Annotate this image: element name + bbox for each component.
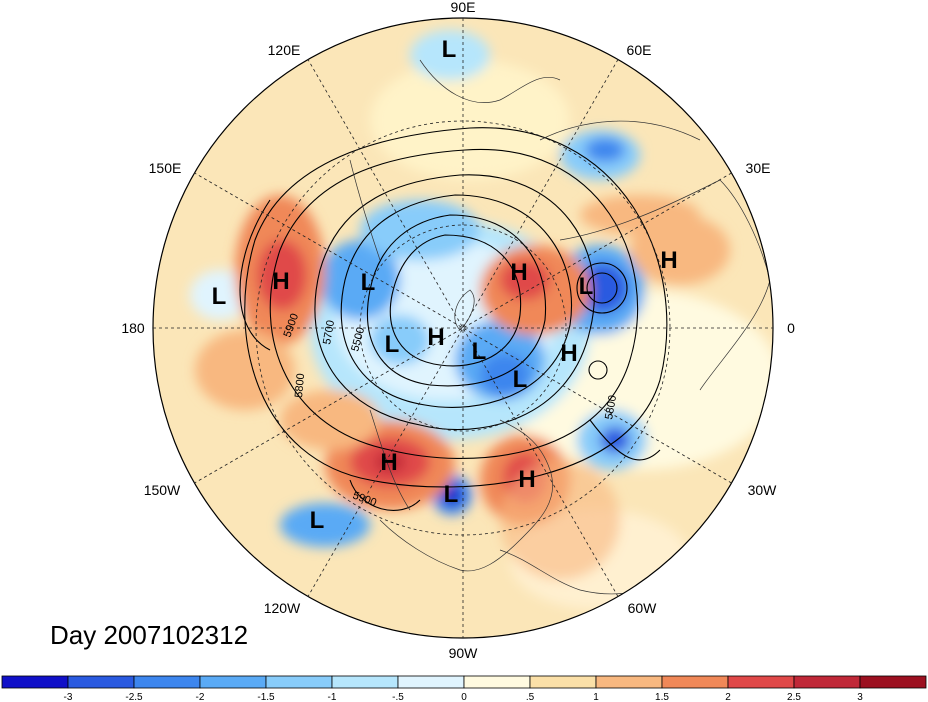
colorbar-box: [67, 675, 135, 689]
contour-label: 5800: [603, 394, 619, 420]
lon-label-60e: 60E: [627, 42, 652, 58]
pressure-center-high: H: [427, 324, 444, 351]
colorbar-box: [199, 675, 267, 689]
colorbar-tick-label: 3: [857, 692, 863, 702]
pressure-center-high: H: [510, 259, 527, 286]
colorbar-box: [727, 675, 795, 689]
colorbar-tick-label: 1: [593, 692, 599, 702]
colorbar-tick-label: -3: [64, 692, 73, 702]
lon-label-90e: 90E: [451, 0, 476, 15]
lon-label-120w: 120W: [264, 600, 301, 616]
colorbar-box: [463, 675, 531, 689]
colorbar-box: [661, 675, 729, 689]
lon-label-150e: 150E: [149, 160, 182, 176]
lon-label-60w: 60W: [628, 600, 658, 616]
colorbar-tick-label: -.5: [392, 692, 404, 702]
pressure-center-high: H: [518, 466, 535, 493]
contour-label: 5700: [321, 319, 337, 345]
anomaly-field: [153, 18, 773, 638]
lon-label-30w: 30W: [748, 482, 778, 498]
colorbar-tick-label: -2: [196, 692, 205, 702]
colorbar-tick-label: 2.5: [787, 692, 801, 702]
pressure-center-high: H: [380, 449, 397, 476]
lon-label-150w: 150W: [144, 482, 181, 498]
lon-label-120e: 120E: [268, 42, 301, 58]
lon-label-90w: 90W: [449, 645, 479, 661]
colorbar-box: [1, 675, 69, 689]
pressure-centers: L H L L H L H L H L L H H L H L: [212, 36, 678, 534]
colorbar-tick-label: -2.5: [125, 692, 143, 702]
colorbar-box: [397, 675, 465, 689]
colorbar-boxes: [1, 675, 927, 689]
colorbar-box: [859, 675, 927, 689]
colorbar-box: [331, 675, 399, 689]
colorbar-tick-label: 1.5: [655, 692, 669, 702]
pressure-center-low: L: [579, 273, 594, 300]
pressure-center-low: L: [385, 331, 400, 358]
pressure-center-high: H: [660, 247, 677, 274]
pressure-center-low: L: [310, 507, 325, 534]
pressure-center-low: L: [361, 269, 376, 296]
graticule: [153, 18, 773, 638]
colorbar-tick-label: 0: [461, 692, 467, 702]
contour-label: 5800: [293, 373, 307, 398]
pressure-center-low: L: [444, 481, 459, 508]
colorbar-box: [265, 675, 333, 689]
pressure-center-low: L: [442, 36, 457, 63]
longitude-labels: 90E 60E 30E 0 30W 60W 90W 120W 150W 180 …: [121, 0, 795, 661]
pressure-center-low: L: [212, 283, 227, 310]
pressure-center-low: L: [513, 366, 528, 393]
colorbar-box: [133, 675, 201, 689]
pressure-center-low: L: [472, 338, 487, 365]
map-title: Day 2007102312: [50, 620, 249, 650]
pressure-center-high: H: [272, 268, 289, 295]
colorbar-tick-label: -1: [328, 692, 337, 702]
colorbar: -3 -2.5 -2 -1.5 -1 -.5 0 .5 1 1.5 2 2.5 3: [1, 675, 927, 702]
lon-label-30e: 30E: [746, 160, 771, 176]
colorbar-tick-label: -1.5: [257, 692, 275, 702]
colorbar-tick-label: 2: [725, 692, 731, 702]
colorbar-ticks: -3 -2.5 -2 -1.5 -1 -.5 0 .5 1 1.5 2 2.5 3: [64, 692, 864, 702]
colorbar-box: [793, 675, 861, 689]
lon-label-180: 180: [121, 320, 145, 336]
pressure-center-high: H: [560, 340, 577, 367]
height-contours: [239, 127, 668, 511]
colorbar-box: [529, 675, 597, 689]
lon-label-0: 0: [787, 320, 795, 336]
colorbar-box: [595, 675, 663, 689]
colorbar-tick-label: .5: [526, 692, 535, 702]
